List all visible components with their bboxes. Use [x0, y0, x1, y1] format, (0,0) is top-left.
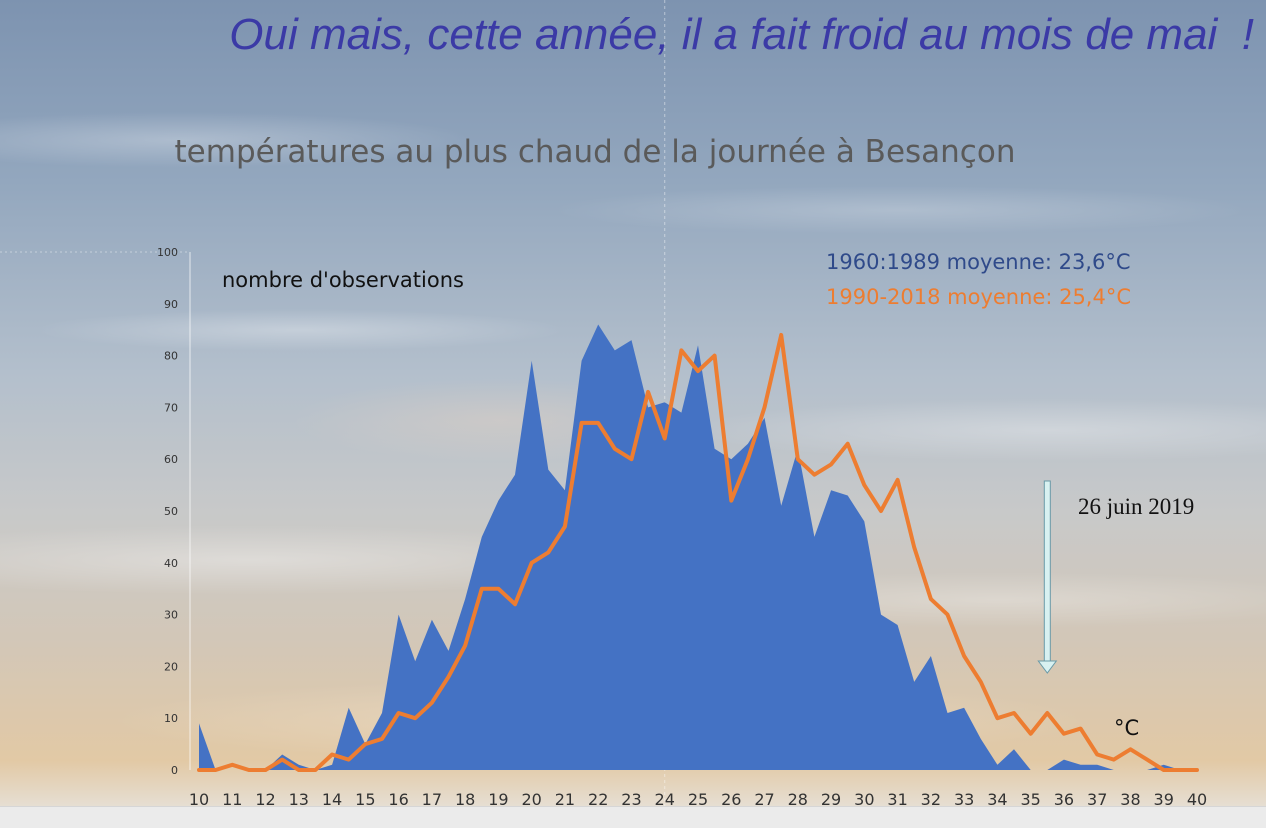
annotation-arrow [1037, 480, 1058, 674]
series-area-1960-1989 [199, 324, 1197, 770]
chart-title: températures au plus chaud de la journée… [174, 134, 1016, 170]
area-series-fill [199, 324, 1197, 770]
y-tick-label: 70 [164, 401, 178, 414]
x-tick-label: 12 [255, 790, 275, 809]
annotation-arrow-head [1037, 660, 1058, 674]
y-tick-label: 0 [171, 764, 178, 777]
x-tick-label: 30 [854, 790, 874, 809]
x-tick-label: 38 [1120, 790, 1140, 809]
legend-entry-1960-1989: 1960:1989 moyenne: 23,6°C [826, 250, 1131, 274]
x-tick-label: 17 [422, 790, 442, 809]
chart-grid [0, 0, 665, 827]
x-tick-label: 24 [655, 790, 675, 809]
x-tick-label: 29 [821, 790, 841, 809]
y-tick-label: 20 [164, 660, 178, 673]
y-axis-label: nombre d'observations [222, 268, 464, 292]
line-series-path [197, 332, 1199, 772]
x-tick-label: 13 [289, 790, 309, 809]
x-tick-label: 25 [688, 790, 708, 809]
x-tick-label: 21 [555, 790, 575, 809]
annotation-arrow-shaft [1043, 480, 1051, 662]
x-tick-label: 18 [455, 790, 475, 809]
x-tick-label: 10 [189, 790, 209, 809]
y-tick-label: 50 [164, 505, 178, 518]
y-tick-label: 90 [164, 298, 178, 311]
x-tick-label: 32 [921, 790, 941, 809]
x-tick-label: 11 [222, 790, 242, 809]
y-tick-label: 10 [164, 712, 178, 725]
y-tick-label: 30 [164, 609, 178, 622]
x-tick-label: 36 [1054, 790, 1074, 809]
legend-entry-1990-2018: 1990-2018 moyenne: 25,4°C [826, 285, 1132, 309]
x-tick-label: 26 [721, 790, 741, 809]
x-tick-label: 40 [1187, 790, 1207, 809]
x-tick-label: 27 [754, 790, 774, 809]
x-tick-label: 33 [954, 790, 974, 809]
series-line-1990-2018 [197, 332, 1199, 772]
y-tick-label: 40 [164, 557, 178, 570]
headline: Oui mais, cette année, il a fait froid a… [229, 10, 1254, 59]
y-tick-label: 60 [164, 453, 178, 466]
x-tick-label: 28 [788, 790, 808, 809]
x-tick-label: 34 [987, 790, 1007, 809]
x-tick-label: 19 [488, 790, 508, 809]
x-tick-label: 14 [322, 790, 342, 809]
x-tick-label: 37 [1087, 790, 1107, 809]
x-tick-label: 39 [1154, 790, 1174, 809]
y-tick-label: 80 [164, 350, 178, 363]
bottom-bar [0, 806, 1266, 828]
x-tick-label: 23 [621, 790, 641, 809]
x-tick-label: 22 [588, 790, 608, 809]
x-tick-label: 20 [521, 790, 541, 809]
x-tick-label: 15 [355, 790, 375, 809]
chart-axes: 0 10 20 30 40 50 60 70 80 90 100 10 11 12 13 14 15 16 17 18… [157, 246, 1207, 809]
y-tick-label: 100 [157, 246, 178, 259]
x-tick-label: 31 [887, 790, 907, 809]
x-tick-label: 16 [388, 790, 408, 809]
x-tick-label: 35 [1020, 790, 1040, 809]
x-axis-unit-label: °C [1114, 716, 1140, 740]
annotation-label: 26 juin 2019 [1078, 494, 1195, 519]
